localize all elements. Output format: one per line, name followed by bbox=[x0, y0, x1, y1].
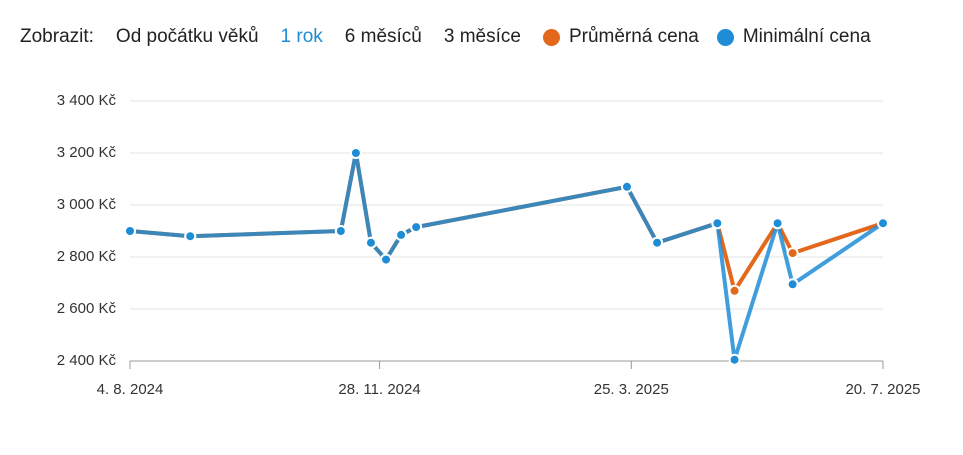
toolbar: Zobrazit: Od počátku věků 1 rok 6 měsíců 3 … bbox=[20, 26, 889, 48]
data-point bbox=[786, 247, 799, 260]
data-point bbox=[184, 230, 197, 243]
data-point bbox=[380, 253, 393, 266]
data-point bbox=[728, 284, 741, 297]
y-tick-label: 2 800 Kč bbox=[57, 248, 117, 265]
y-tick-label: 2 600 Kč bbox=[57, 300, 117, 317]
legend-label: Průměrná cena bbox=[568, 26, 699, 47]
y-tick-label: 2 400 Kč bbox=[57, 352, 117, 369]
data-point bbox=[395, 228, 408, 241]
y-tick-label: 3 400 Kč bbox=[57, 92, 117, 109]
data-point bbox=[364, 236, 377, 249]
x-tick-label: 25. 3. 2025 bbox=[594, 381, 669, 398]
range-option[interactable]: 3 měsíce bbox=[443, 26, 521, 47]
data-point bbox=[349, 147, 362, 159]
legend-label: Minimální cena bbox=[742, 26, 871, 47]
data-point bbox=[124, 225, 136, 237]
legend-dot bbox=[542, 28, 560, 46]
data-point bbox=[334, 225, 347, 237]
legend-item[interactable]: Minimální cena bbox=[716, 26, 871, 48]
legend-dot bbox=[716, 28, 734, 46]
x-tick-label: 28. 11. 2024 bbox=[338, 381, 420, 398]
range-option[interactable]: 1 rok bbox=[280, 26, 323, 47]
x-tick-label: 4. 8. 2024 bbox=[97, 381, 164, 398]
data-point bbox=[410, 221, 423, 234]
series-line bbox=[129, 151, 885, 362]
y-tick-label: 3 000 Kč bbox=[57, 196, 117, 213]
y-tick-label: 3 200 Kč bbox=[57, 144, 117, 161]
series-line bbox=[129, 151, 884, 293]
range-option[interactable]: Od počátku věků bbox=[115, 26, 259, 47]
x-tick-label: 20. 7. 2025 bbox=[845, 381, 920, 398]
range-option[interactable]: 6 měsíců bbox=[344, 26, 422, 47]
data-point bbox=[728, 353, 741, 366]
data-point bbox=[620, 180, 633, 193]
range-label: Zobrazit: bbox=[20, 26, 94, 47]
data-point bbox=[711, 217, 724, 230]
data-point bbox=[651, 236, 664, 249]
data-point bbox=[877, 217, 889, 230]
data-point bbox=[786, 278, 799, 291]
legend-item[interactable]: Průměrná cena bbox=[542, 26, 699, 48]
data-point bbox=[771, 217, 784, 230]
